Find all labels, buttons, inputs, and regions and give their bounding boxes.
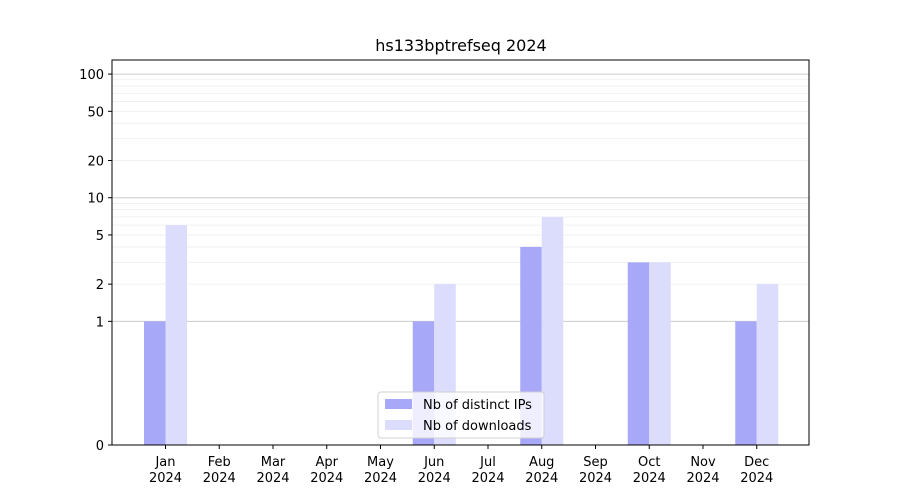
grid-layer [112,73,809,322]
y-tick-label: 1 [96,315,104,330]
x-tick-label-year: 2024 [633,471,666,486]
chart-title: hs133bptrefseq 2024 [375,36,546,55]
legend-label: Nb of downloads [423,419,532,434]
bar [144,321,166,445]
x-tick-label-month: Oct [638,455,660,470]
x-tick-label-year: 2024 [149,471,182,486]
bar [627,262,650,445]
x-tick-label-year: 2024 [740,471,773,486]
x-tick-label-month: Nov [690,455,716,470]
plot-frame [111,59,810,446]
legend-swatch [385,399,412,409]
x-tick-label-year: 2024 [256,471,289,486]
bar [649,262,671,445]
x-tick-label-month: Jan [154,455,175,470]
legend: Nb of distinct IPs Nb of downloads [377,391,545,439]
x-tick-label-month: Mar [261,455,286,470]
y-axis: 0 1 2 5 10 20 50 100 [79,68,112,454]
x-axis: Jan2024Feb2024Mar2024Apr2024May2024Jun20… [149,445,773,486]
x-tick-label-year: 2024 [525,471,558,486]
legend-label: Nb of distinct IPs [423,398,532,413]
bar [735,321,757,445]
y-tick-label: 10 [87,192,104,207]
x-tick-label-month: Feb [208,455,231,470]
y-tick-label: 20 [87,155,104,170]
x-tick-label-month: Jun [423,455,444,470]
x-tick-label-year: 2024 [310,471,343,486]
x-tick-label-year: 2024 [579,471,612,486]
x-tick-label-year: 2024 [471,471,504,486]
legend-box [377,391,545,439]
x-tick-label-month: Aug [529,455,554,470]
bar [541,216,564,445]
y-tick-label: 0 [96,439,104,454]
x-tick-label-month: May [367,455,394,470]
y-tick-label: 50 [87,105,104,120]
y-tick-label: 100 [79,68,104,83]
x-tick-label-year: 2024 [203,471,236,486]
x-tick-label-year: 2024 [418,471,451,486]
x-tick-label-month: Apr [316,455,339,470]
y-tick-label: 5 [96,229,104,244]
x-tick-label-month: Sep [583,455,608,470]
x-tick-label-month: Jul [479,455,496,470]
x-tick-label-month: Dec [744,455,769,470]
y-tick-label: 2 [96,278,104,293]
bar [165,225,187,445]
bar [756,284,779,445]
x-tick-label-year: 2024 [686,471,719,486]
legend-swatch [385,420,412,430]
x-tick-label-year: 2024 [364,471,397,486]
